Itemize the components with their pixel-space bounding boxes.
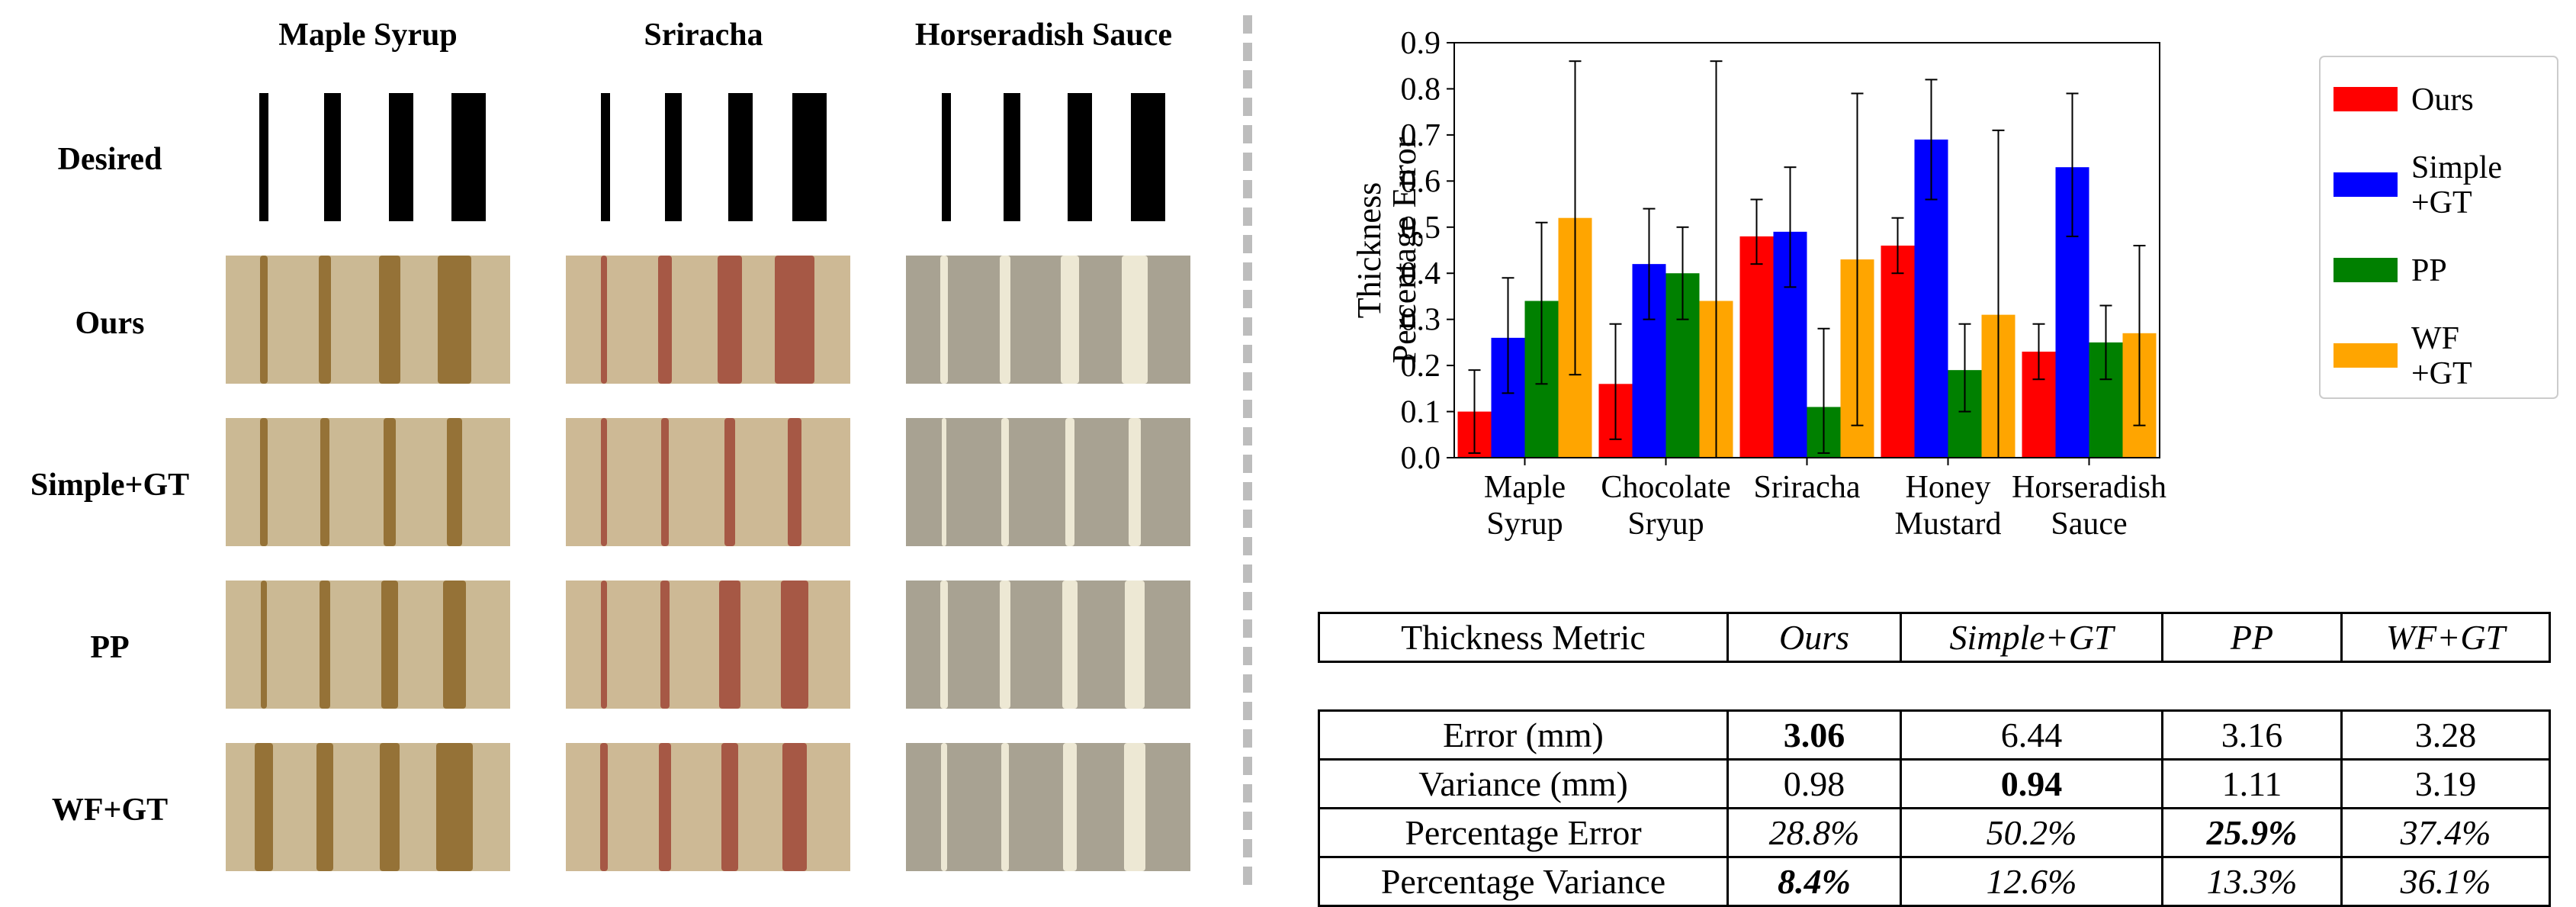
x-tick-label: Horseradish Sauce xyxy=(2012,470,2166,542)
y-tick-label: 0.6 xyxy=(1401,164,1441,199)
table-cell: 50.2% xyxy=(1900,807,2163,858)
result-photo-pp-horseradish-sauce xyxy=(906,581,1190,709)
legend-label: Simple +GT xyxy=(2411,150,2502,220)
legend-label: PP xyxy=(2411,253,2447,288)
thickness-metric-table: Thickness Metric Ours Simple+GT PP WF+GT… xyxy=(1318,612,2551,907)
table-cell: 25.9% xyxy=(2161,807,2343,858)
column-label-maple-syrup: Maple Syrup xyxy=(278,18,458,53)
legend-swatch xyxy=(2333,87,2398,111)
table-header-simple-gt: Simple+GT xyxy=(1900,612,2163,663)
result-photo-simple-gt-horseradish-sauce xyxy=(906,418,1190,546)
row-label-desired: Desired xyxy=(57,142,162,177)
row-label-ours: Ours xyxy=(75,306,145,341)
y-tick-label: 0.8 xyxy=(1401,72,1441,107)
table-cell: 37.4% xyxy=(2340,807,2551,858)
table-header-row: Thickness Metric Ours Simple+GT PP WF+GT xyxy=(1318,612,2551,663)
legend-swatch xyxy=(2333,258,2398,282)
table-cell: 3.16 xyxy=(2161,709,2343,761)
x-tick-label: Sriracha xyxy=(1754,470,1861,505)
result-photo-ours-horseradish-sauce xyxy=(906,256,1190,384)
result-photo-wf-gt-horseradish-sauce xyxy=(906,743,1190,871)
column-label-horseradish-sauce: Horseradish Sauce xyxy=(914,18,1173,53)
result-photo-pp-maple-syrup xyxy=(226,581,510,709)
table-cell: Variance (mm) xyxy=(1318,758,1729,809)
result-photo-wf-gt-maple-syrup xyxy=(226,743,510,871)
y-tick-label: 0.7 xyxy=(1401,118,1441,153)
legend-swatch xyxy=(2333,343,2398,368)
column-label-sriracha: Sriracha xyxy=(644,18,763,53)
result-photo-simple-gt-sriracha xyxy=(566,418,850,546)
legend-box xyxy=(2319,56,2558,399)
table-cell: 3.06 xyxy=(1726,709,1902,761)
y-tick-label: 0.0 xyxy=(1401,441,1441,476)
x-tick-label: Honey Mustard xyxy=(1895,470,2002,542)
table-cell: 0.94 xyxy=(1900,758,2163,809)
table-row: Variance (mm) 0.98 0.94 1.11 3.19 xyxy=(1318,758,2551,809)
dashed-divider xyxy=(1243,15,1252,885)
result-photo-simple-gt-maple-syrup xyxy=(226,418,510,546)
legend-swatch xyxy=(2333,172,2398,197)
y-tick-label: 0.2 xyxy=(1401,349,1441,384)
table-cell: 3.19 xyxy=(2340,758,2551,809)
result-photo-ours-sriracha xyxy=(566,256,850,384)
table-header-metric: Thickness Metric xyxy=(1318,612,1729,663)
x-tick-label: Maple Syrup xyxy=(1484,470,1566,542)
y-tick-label: 0.4 xyxy=(1401,256,1441,291)
bar xyxy=(1881,245,1915,458)
legend-label: WF +GT xyxy=(2411,321,2472,391)
y-tick-label: 0.9 xyxy=(1401,26,1441,61)
table-cell: 28.8% xyxy=(1726,807,1902,858)
result-photo-wf-gt-sriracha xyxy=(566,743,850,871)
y-axis-label: ThicknessPercentage Error xyxy=(1351,137,1423,363)
table-header-wf-gt: WF+GT xyxy=(2340,612,2551,663)
table-cell: Percentage Error xyxy=(1318,807,1729,858)
table-header-ours: Ours xyxy=(1726,612,1902,663)
legend-label: Ours xyxy=(2411,82,2474,117)
row-label-wf-gt: WF+GT xyxy=(51,793,169,828)
y-tick-label: 0.5 xyxy=(1401,211,1441,246)
table-cell: 1.11 xyxy=(2161,758,2343,809)
y-tick-label: 0.3 xyxy=(1401,303,1441,338)
table-cell: 3.28 xyxy=(2340,709,2551,761)
table-row: Error (mm) 3.06 6.44 3.16 3.28 xyxy=(1318,709,2551,761)
row-label-pp: PP xyxy=(90,630,130,665)
x-tick-label: Chocolate Sryup xyxy=(1601,470,1730,542)
table-cell: 0.98 xyxy=(1726,758,1902,809)
table-cell: Error (mm) xyxy=(1318,709,1729,761)
y-tick-label: 0.1 xyxy=(1401,395,1441,430)
table-cell: 6.44 xyxy=(1900,709,2163,761)
result-photo-pp-sriracha xyxy=(566,581,850,709)
result-photo-ours-maple-syrup xyxy=(226,256,510,384)
table-row: Percentage Error 28.8% 50.2% 25.9% 37.4% xyxy=(1318,807,2551,858)
row-label-simple-gt: Simple+GT xyxy=(30,468,190,503)
bar xyxy=(1739,236,1774,458)
table-header-pp: PP xyxy=(2161,612,2343,663)
thickness-error-bar-chart: 0.0 0.1 0.2 0.3 0.4 0.5 0.6 0.7 0.8 0.9 Maple Syrup… xyxy=(1351,26,2558,542)
